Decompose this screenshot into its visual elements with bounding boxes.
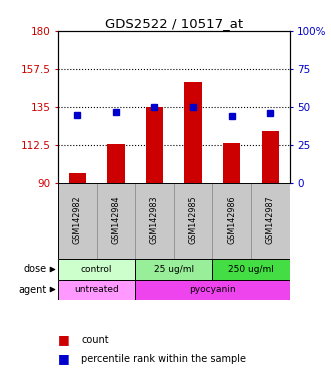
Text: agent: agent <box>19 285 47 295</box>
Bar <box>146 107 163 183</box>
Text: count: count <box>81 335 109 345</box>
Bar <box>135 183 174 260</box>
Text: 250 ug/ml: 250 ug/ml <box>228 265 274 274</box>
Text: GSM142987: GSM142987 <box>266 195 275 244</box>
Bar <box>58 260 135 280</box>
Bar <box>69 173 86 183</box>
Bar <box>213 183 251 260</box>
Bar <box>251 183 290 260</box>
Text: ■: ■ <box>58 333 70 346</box>
Bar <box>58 183 97 260</box>
Text: GSM142986: GSM142986 <box>227 195 236 244</box>
Text: GSM142982: GSM142982 <box>73 195 82 244</box>
Text: pyocyanin: pyocyanin <box>189 285 236 294</box>
Bar <box>97 183 135 260</box>
Bar <box>135 260 213 280</box>
Text: GSM142985: GSM142985 <box>189 195 198 244</box>
Text: dose: dose <box>24 265 47 275</box>
Text: GSM142983: GSM142983 <box>150 195 159 244</box>
Title: GDS2522 / 10517_at: GDS2522 / 10517_at <box>105 17 243 30</box>
Bar <box>213 260 290 280</box>
Bar <box>261 131 279 183</box>
Text: 25 ug/ml: 25 ug/ml <box>154 265 194 274</box>
Bar <box>184 81 202 183</box>
Bar <box>223 142 240 183</box>
Text: percentile rank within the sample: percentile rank within the sample <box>81 354 246 364</box>
Bar <box>107 144 124 183</box>
Bar <box>135 280 290 300</box>
Text: control: control <box>81 265 112 274</box>
Bar <box>58 280 135 300</box>
Bar <box>174 183 213 260</box>
Text: ■: ■ <box>58 353 70 366</box>
Text: untreated: untreated <box>74 285 119 294</box>
Text: GSM142984: GSM142984 <box>111 195 120 244</box>
